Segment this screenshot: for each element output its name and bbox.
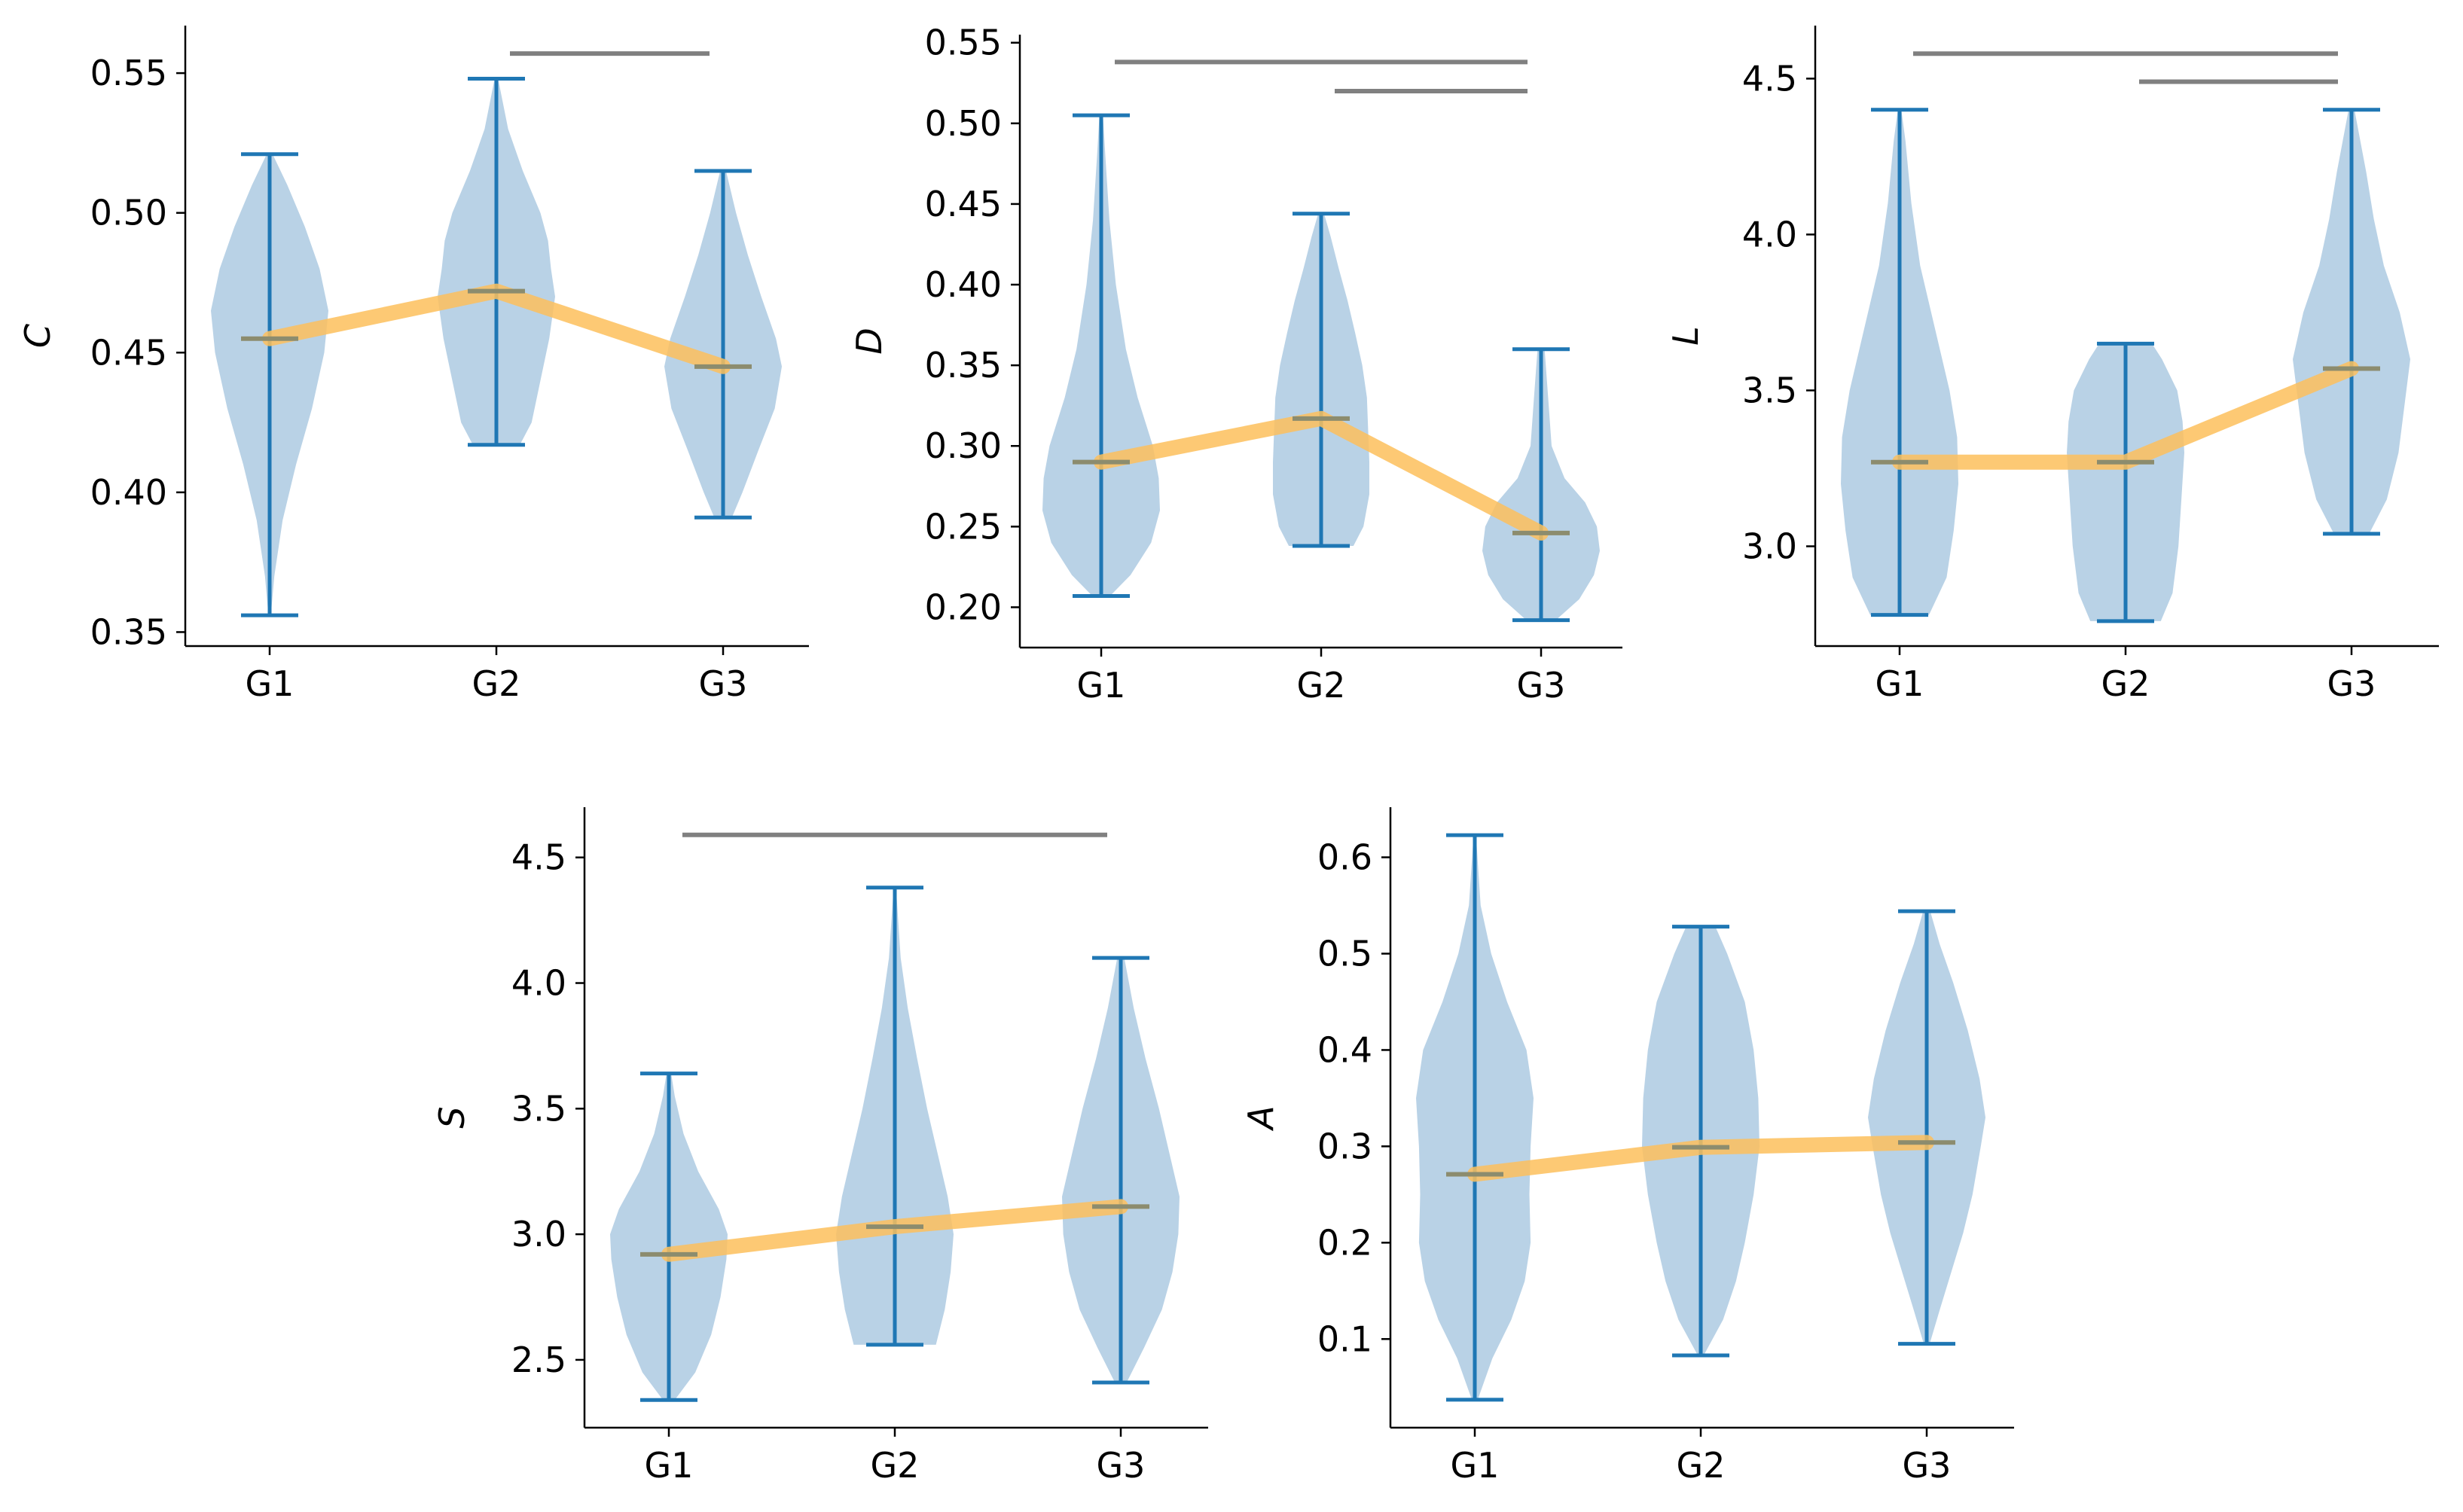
x-tick-label-G3: G3 [1517,665,1566,706]
chart-panel-L: 3.0 3.5 4.0 4.5 G1 G2 G3 L [1665,26,2439,704]
y-tick-label: 0.35 [925,345,1002,386]
y-tick-label: 0.20 [925,587,1002,627]
x-tick-label-G1: G1 [246,663,295,704]
y-tick-label: 3.0 [1742,526,1797,566]
y-tick-label: 0.30 [925,425,1002,466]
y-tick-label: 0.50 [925,103,1002,144]
chart-panel-S: 2.5 3.0 3.5 4.0 4.5 G1 G2 G3 S [432,807,1208,1486]
y-axis-label: S [432,1106,472,1128]
y-tick-label: 0.5 [1317,933,1372,974]
x-tick-label-G3: G3 [1903,1445,1952,1486]
y-tick-label: 4.0 [1742,214,1797,255]
y-tick-label: 0.40 [90,472,167,513]
y-tick-label: 0.3 [1317,1126,1372,1166]
y-tick-label: 0.4 [1317,1029,1372,1070]
y-tick-label: 4.5 [1742,58,1797,99]
y-tick-label: 0.2 [1317,1222,1372,1263]
x-tick-label-G1: G1 [1451,1445,1500,1486]
y-tick-label: 0.45 [925,184,1002,224]
x-tick-label-G1: G1 [1875,663,1924,704]
y-tick-label: 4.0 [511,963,566,1004]
chart-panel-D: 0.20 0.25 0.30 0.35 0.40 0.45 0.50 0.55 G1 G2 G3 D [849,23,1622,706]
y-tick-label: 4.5 [511,837,566,878]
y-tick-label: 0.35 [90,611,167,652]
y-tick-label: 2.5 [511,1340,566,1380]
y-tick-label: 0.45 [90,332,167,373]
chart-panel-A: 0.1 0.2 0.3 0.4 0.5 0.6 G1 G2 G3 A [1241,807,2014,1486]
y-tick-label: 3.0 [511,1214,566,1254]
x-tick-label-G2: G2 [2101,663,2150,704]
y-tick-label: 0.1 [1317,1318,1372,1359]
x-tick-label-G1: G1 [1077,665,1126,706]
y-axis-label: C [17,324,58,348]
y-tick-label: 3.5 [511,1088,566,1129]
y-tick-label: 3.5 [1742,370,1797,410]
x-tick-label-G2: G2 [1297,665,1346,706]
y-axis-label: D [849,328,890,354]
x-tick-label-G3: G3 [1097,1445,1146,1486]
y-tick-label: 0.25 [925,506,1002,547]
x-tick-label-G3: G3 [699,663,748,704]
y-axis-label: L [1665,326,1706,346]
y-tick-label: 0.55 [90,53,167,93]
chart-panel-C: 0.35 0.40 0.45 0.50 0.55 G1 G2 G3 C [17,26,809,704]
y-tick-label: 0.50 [90,193,167,233]
x-tick-label-G2: G2 [472,663,521,704]
x-tick-label-G2: G2 [871,1445,920,1486]
y-axis-label: A [1241,1105,1281,1131]
y-tick-label: 0.6 [1317,837,1372,878]
x-tick-label-G1: G1 [645,1445,694,1486]
x-tick-label-G3: G3 [2327,663,2376,704]
y-tick-label: 0.55 [925,23,1002,63]
x-tick-label-G2: G2 [1677,1445,1726,1486]
y-tick-label: 0.40 [925,264,1002,305]
